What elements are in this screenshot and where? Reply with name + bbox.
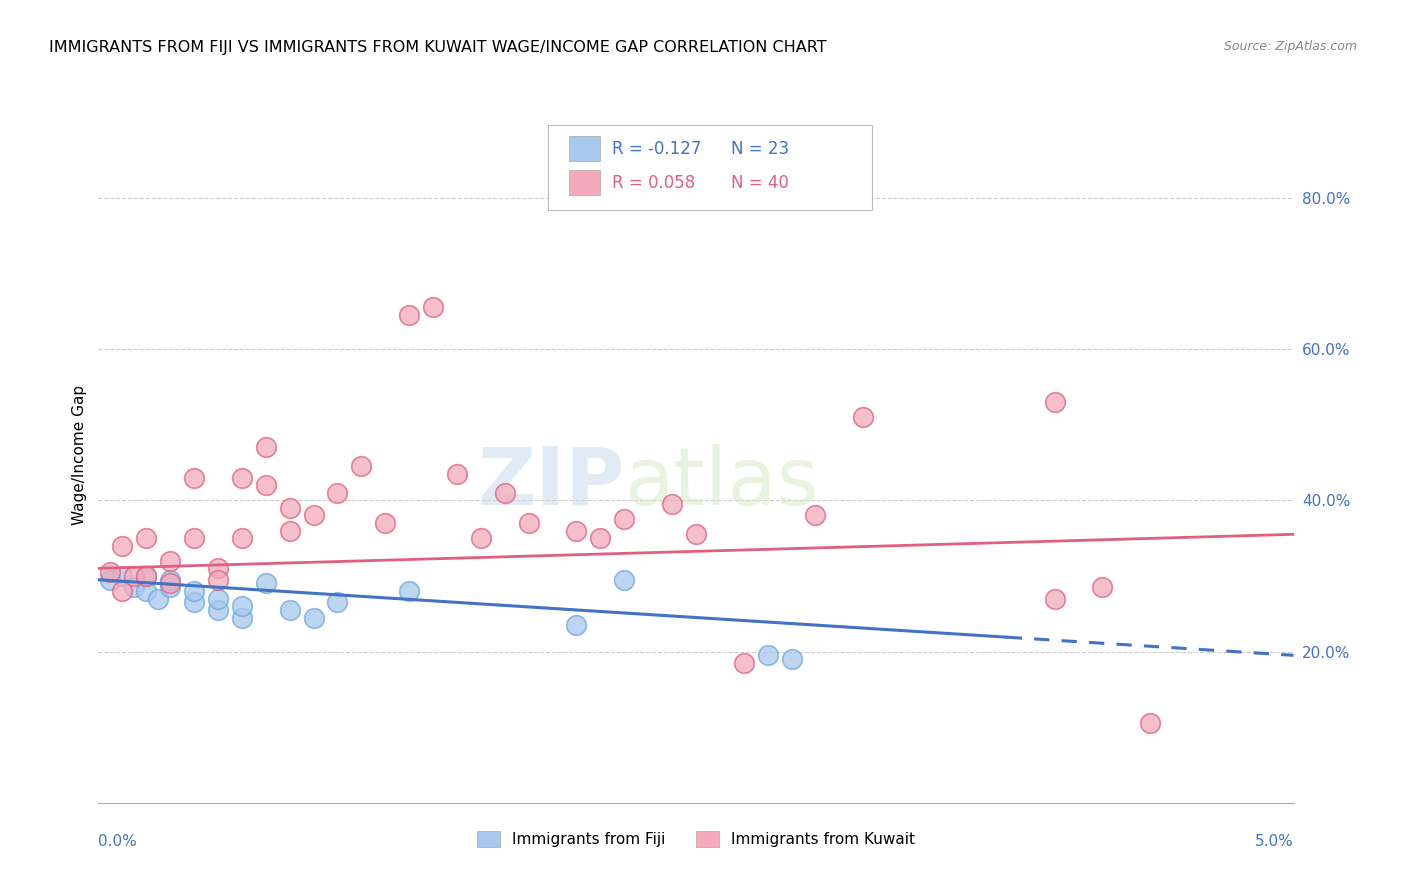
Point (231, 470, 253, 484)
Text: 5.0%: 5.0% (1254, 834, 1294, 849)
Point (565, 618, 588, 632)
Legend: Immigrants from Fiji, Immigrants from Kuwait: Immigrants from Fiji, Immigrants from Ku… (477, 831, 915, 847)
Point (159, 580, 181, 594)
Point (159, 573, 181, 587)
Point (183, 470, 205, 484)
Text: R = -0.127: R = -0.127 (612, 140, 702, 158)
Point (756, 648, 779, 663)
Point (183, 595, 205, 609)
Point (1139, 716, 1161, 731)
Point (124, 569, 146, 583)
Text: Source: ZipAtlas.com: Source: ZipAtlas.com (1223, 40, 1357, 54)
Point (374, 516, 396, 530)
Point (278, 500, 301, 515)
Point (565, 524, 588, 538)
Text: N = 40: N = 40 (731, 174, 789, 192)
Text: IMMIGRANTS FROM FIJI VS IMMIGRANTS FROM KUWAIT WAGE/INCOME GAP CORRELATION CHART: IMMIGRANTS FROM FIJI VS IMMIGRANTS FROM … (49, 40, 827, 55)
Point (111, 539, 134, 553)
Point (135, 584, 157, 599)
Point (733, 656, 755, 670)
Point (231, 599, 253, 614)
Point (135, 569, 157, 583)
Point (613, 573, 636, 587)
Point (278, 603, 301, 617)
Point (470, 531, 492, 545)
Point (302, 610, 325, 624)
Point (780, 652, 803, 666)
Point (278, 524, 301, 538)
Point (207, 561, 229, 575)
Point (350, 459, 373, 474)
Point (326, 485, 349, 500)
Text: 0.0%: 0.0% (98, 834, 138, 849)
Point (326, 595, 349, 609)
Text: ZIP: ZIP (477, 443, 624, 522)
Point (398, 308, 420, 322)
Point (111, 584, 134, 599)
Point (135, 569, 157, 583)
Point (1091, 580, 1114, 594)
Point (804, 508, 827, 523)
Point (100, 573, 122, 587)
Y-axis label: Wage/Income Gap: Wage/Income Gap (72, 384, 87, 525)
Point (159, 554, 181, 568)
Point (207, 573, 229, 587)
Point (1043, 591, 1066, 606)
Point (494, 485, 516, 500)
Point (124, 580, 146, 594)
Point (1043, 395, 1066, 409)
Point (159, 576, 181, 591)
Point (302, 508, 325, 523)
Point (661, 497, 683, 511)
Point (148, 591, 170, 606)
Point (613, 512, 636, 526)
Point (231, 531, 253, 545)
Point (207, 591, 229, 606)
Point (852, 410, 875, 425)
Point (183, 584, 205, 599)
Point (183, 531, 205, 545)
Point (422, 301, 444, 315)
Point (254, 441, 277, 455)
Point (517, 516, 540, 530)
Text: atlas: atlas (624, 443, 818, 522)
Point (446, 467, 468, 481)
Point (100, 565, 122, 579)
Point (135, 531, 157, 545)
Text: N = 23: N = 23 (731, 140, 789, 158)
Point (254, 576, 277, 591)
Text: R = 0.058: R = 0.058 (612, 174, 695, 192)
Point (589, 531, 612, 545)
Point (398, 584, 420, 599)
Point (111, 569, 134, 583)
Point (207, 603, 229, 617)
Point (231, 610, 253, 624)
Point (685, 527, 707, 541)
Point (254, 478, 277, 492)
